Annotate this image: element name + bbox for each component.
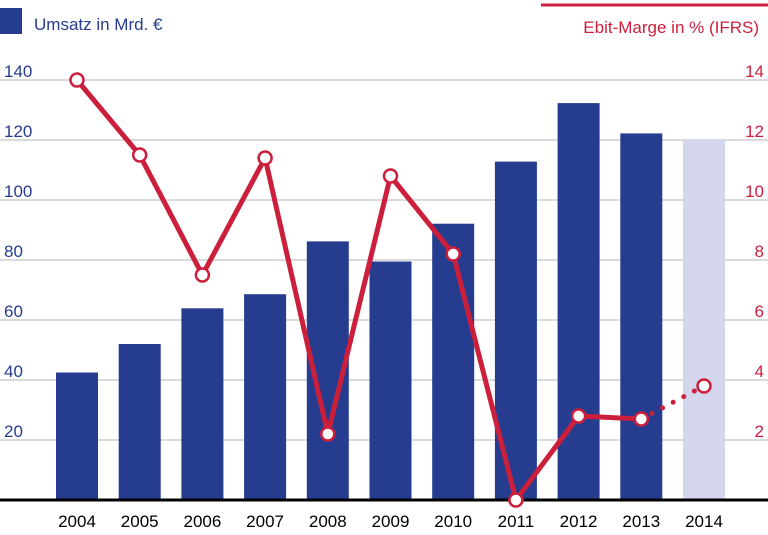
legend-label-ebit: Ebit-Marge in % (IFRS) — [583, 18, 759, 37]
x-axis-ticks: 2004 2005 2006 2007 2008 2009 2010 2011 2012 2013… — [58, 512, 723, 531]
ebit-point-2004 — [69, 72, 85, 88]
right-tick-label: 8 — [755, 242, 764, 261]
bar-2010 — [432, 223, 475, 500]
x-tick-label: 2004 — [58, 512, 96, 531]
bar-2012 — [557, 103, 600, 500]
x-tick-label: 2013 — [622, 512, 660, 531]
x-tick-label: 2009 — [372, 512, 410, 531]
left-tick-label: 60 — [4, 302, 23, 321]
x-tick-label: 2006 — [183, 512, 221, 531]
ebit-point-2005 — [131, 147, 148, 163]
legend-swatch-revenue — [0, 8, 22, 34]
right-tick-label: 10 — [745, 182, 764, 201]
left-tick-label: 40 — [4, 362, 23, 381]
ebit-point-2012 — [570, 408, 587, 424]
ebit-point-2013 — [633, 411, 650, 427]
ebit-point-2014 — [696, 378, 712, 394]
ebit-margin-line — [69, 72, 712, 508]
left-tick-label: 140 — [4, 62, 32, 81]
bar-2005 — [118, 344, 161, 500]
x-tick-label: 2012 — [560, 512, 598, 531]
ebit-point-2010 — [445, 246, 461, 262]
left-tick-label: 20 — [4, 422, 23, 441]
x-tick-label: 2007 — [246, 512, 284, 531]
ebit-line-solid — [75, 78, 642, 503]
revenue-bars — [56, 103, 725, 500]
legend-label-revenue: Umsatz in Mrd. € — [34, 15, 163, 34]
ebit-point-2006 — [194, 267, 211, 283]
left-axis-ticks: 20 40 60 80 100 120 140 — [4, 62, 32, 441]
x-tick-label: 2008 — [309, 512, 347, 531]
legend: Umsatz in Mrd. € Ebit-Marge in % (IFRS) — [0, 3, 768, 37]
ebit-line-forecast — [638, 383, 707, 422]
ebit-point-2007 — [257, 150, 273, 166]
left-tick-label: 80 — [4, 242, 23, 261]
x-tick-label: 2010 — [434, 512, 472, 531]
bar-2013 — [620, 133, 663, 500]
left-tick-label: 120 — [4, 122, 32, 141]
x-tick-label: 2005 — [121, 512, 159, 531]
ebit-point-2009 — [382, 168, 399, 184]
right-tick-label: 6 — [755, 302, 764, 321]
bar-2004 — [56, 372, 98, 500]
right-tick-label: 4 — [755, 362, 764, 381]
left-tick-label: 100 — [4, 182, 32, 201]
right-axis-ticks: 2 4 6 8 10 12 14 — [745, 62, 764, 441]
bar-2014 — [683, 140, 725, 500]
bar-2007 — [244, 294, 287, 500]
right-tick-label: 14 — [745, 62, 764, 81]
ebit-point-2011 — [508, 492, 524, 508]
bar-2009 — [369, 261, 412, 500]
x-tick-label: 2014 — [685, 512, 723, 531]
ebit-point-2008 — [320, 426, 336, 442]
bar-2006 — [181, 308, 224, 500]
x-tick-label: 2011 — [498, 512, 535, 531]
right-tick-label: 12 — [745, 122, 764, 141]
right-tick-label: 2 — [755, 422, 764, 441]
